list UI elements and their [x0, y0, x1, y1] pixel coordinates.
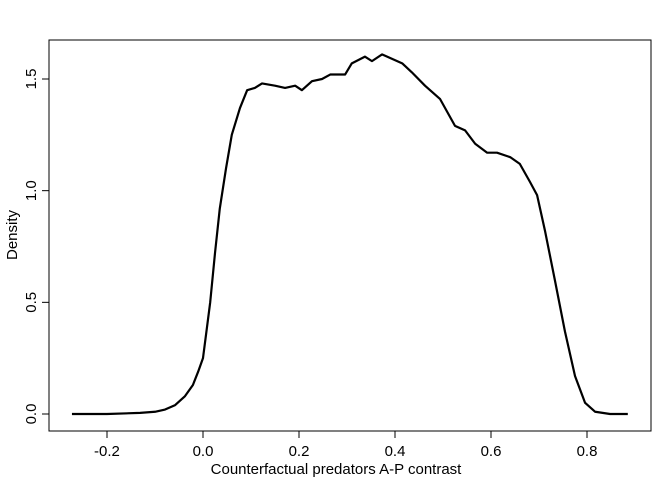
- x-tick-label: -0.2: [94, 443, 120, 460]
- x-tick-label: 0.8: [577, 443, 598, 460]
- y-tick-label: 0.0: [23, 404, 40, 425]
- x-tick-label: 0.0: [193, 443, 214, 460]
- y-tick-label: 1.0: [23, 180, 40, 201]
- density-line: [71, 53, 628, 416]
- plot-box: [48, 39, 652, 432]
- x-tick-label: 0.2: [289, 443, 310, 460]
- y-axis-label: Density: [4, 209, 21, 260]
- x-tick-label: 0.4: [385, 443, 406, 460]
- x-axis-label: Counterfactual predators A-P contrast: [211, 461, 463, 478]
- y-tick-label: 0.5: [23, 292, 40, 313]
- y-tick-label: 1.5: [23, 69, 40, 90]
- x-tick-label: 0.6: [481, 443, 502, 460]
